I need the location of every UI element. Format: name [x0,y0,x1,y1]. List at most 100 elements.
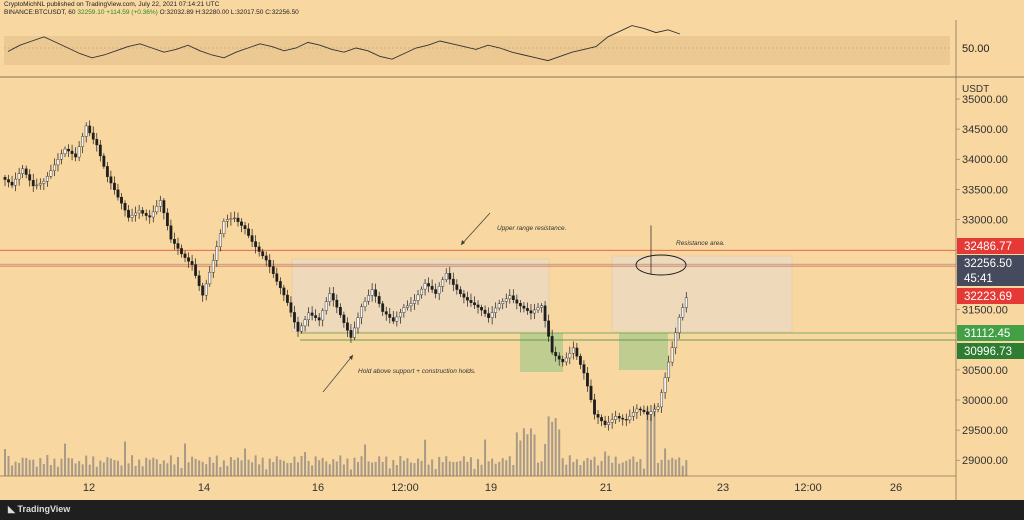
volume-bar [547,416,550,476]
volume-bar [4,449,6,476]
candle-body [356,317,360,329]
volume-bar [11,465,14,476]
volume-bar [374,461,377,476]
annotation-text: Resistance area. [676,240,725,247]
volume-bar [311,465,314,476]
volume-bar [159,463,162,476]
volume-bar [300,455,303,476]
volume-bar [293,456,296,476]
candle-body [173,239,176,244]
volume-bar [32,459,35,476]
volume-bar [321,457,324,476]
candle-body [593,399,596,415]
volume-bar [229,457,232,476]
candle-body [35,184,39,187]
rsi-line [7,25,681,62]
candle-body [95,139,99,146]
candle-body [148,215,152,218]
volume-bar [642,468,645,476]
tradingview-logo[interactable]: ◣ TradingView [8,504,70,515]
candle-body [395,316,399,322]
candle-body [596,414,600,418]
volume-bar [533,434,536,476]
volume-bar [635,461,638,476]
candle-body [617,416,621,419]
volume-bar [74,463,77,476]
symbol-line: BINANCE:BTCUSDT, 60 32259.10 +114.59 (+0… [4,9,1020,17]
trading-chart[interactable]: 50.00 Upper range resistance. Resistance … [0,0,1024,500]
candle-body [458,289,462,295]
candle-body [455,284,459,290]
volume-bar [628,459,631,476]
candle-body [402,307,406,313]
volume-bar [254,455,257,476]
volume-bar [558,429,561,476]
volume-bar [85,455,88,476]
candle-body [681,307,685,318]
candle-body [74,153,78,158]
horizontal-levels [0,249,956,341]
x-tick-label: 12:00 [391,482,419,494]
candle-body [324,301,328,311]
candle-body [561,359,565,363]
volume-bar [64,443,67,476]
volume-bar [81,464,84,476]
volume-bar [244,448,247,476]
candle-body [130,215,134,218]
candle-body [127,209,130,218]
volume-bar [586,457,589,476]
candle-body [480,307,483,311]
volume-bar [522,428,525,476]
volume-bar [325,461,328,476]
candle-body [557,355,561,360]
candle-body [187,257,190,262]
volume-bar [515,432,518,476]
candle-body [349,330,353,338]
volume-bar [540,461,543,476]
candle-body [229,218,233,220]
candle-body [31,180,35,187]
candle-body [123,203,127,211]
candle-body [53,164,56,171]
volume-bar [18,462,21,476]
volume-bar [314,456,317,476]
volume-bar [339,455,342,476]
volume-bar [247,459,250,476]
candle-body [511,295,515,301]
volume-bar [406,458,409,476]
volume-bar [42,464,45,476]
candle-body [413,300,416,304]
x-tick-label: 23 [717,482,729,494]
candle-body [416,294,420,301]
candle-body [289,302,293,313]
candle-body [391,317,395,322]
candle-body [49,170,53,177]
candle-body [342,314,346,323]
volume-bar [491,458,494,476]
volume-bar [166,463,169,476]
volume-bar [95,466,98,476]
volume-bar [67,457,70,476]
volume-bar [251,462,254,476]
volume-bar [367,461,370,476]
candle-body [116,189,120,198]
candle-body [169,225,173,240]
candle-body [526,308,529,311]
volume-bar [201,461,204,476]
candle-body [360,306,363,318]
volume-bar [162,460,165,476]
candle-body [497,303,501,309]
candle-body [578,356,582,365]
volume-bar [205,464,208,476]
candle-body [667,361,671,378]
volume-bar [364,444,367,476]
volume-bar [173,464,176,476]
volume-bar [219,467,222,476]
volume-bar [395,465,398,476]
candle-body [543,305,547,322]
price-label-bg [957,288,1024,304]
candle-body [515,299,519,304]
volume-bars [4,405,688,476]
time-axis: 12 14 16 12:00 19 21 23 12:00 26 [0,475,956,494]
candle-body [151,211,155,218]
